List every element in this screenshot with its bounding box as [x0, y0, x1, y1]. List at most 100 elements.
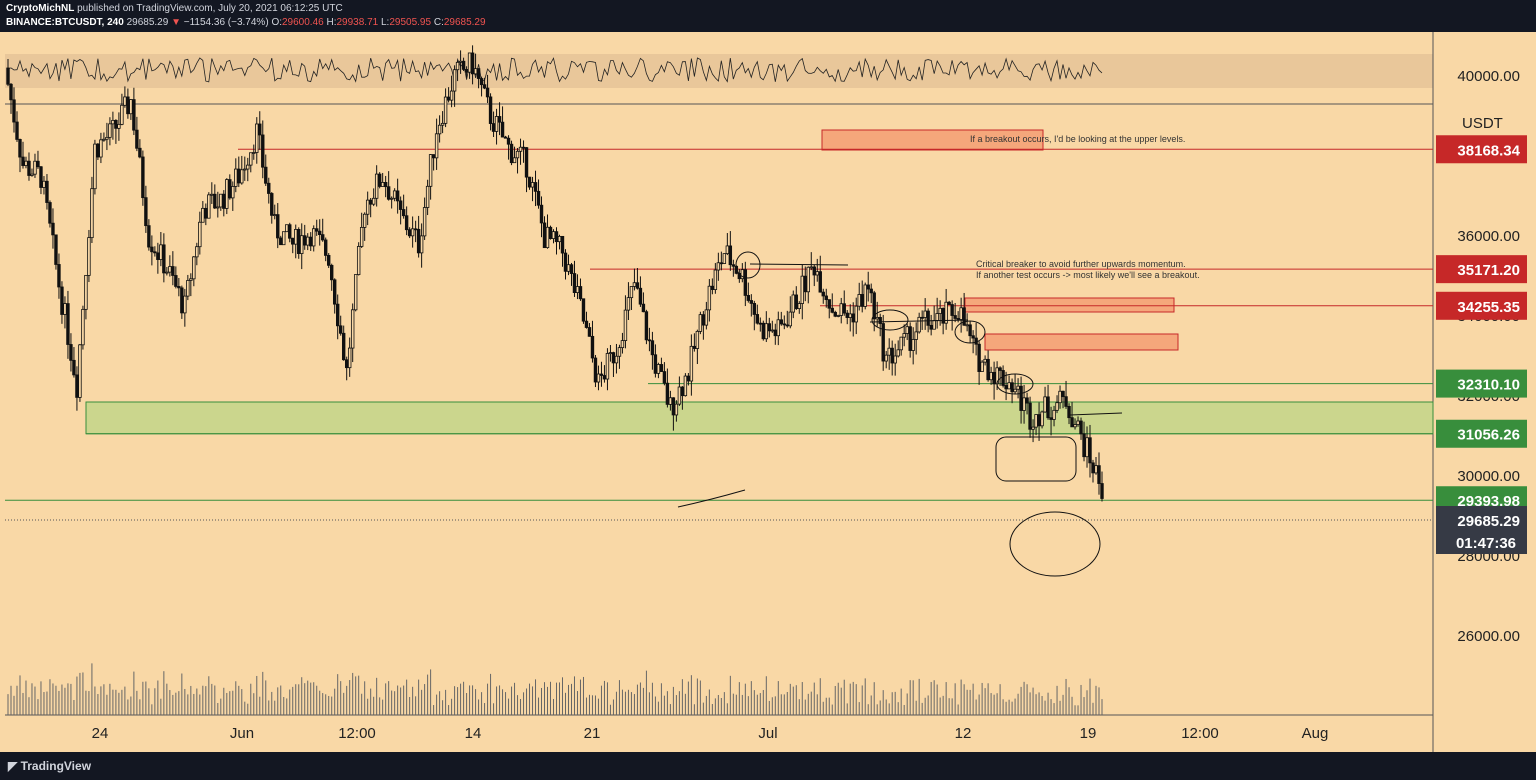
candle-body: [860, 294, 864, 307]
candle-body: [276, 214, 280, 239]
candle-body: [494, 116, 499, 132]
candle-body: [255, 123, 259, 153]
candle-body: [665, 382, 670, 405]
x-tick-label: 24: [92, 725, 109, 742]
candle-body: [401, 209, 406, 217]
candle-body: [273, 214, 277, 217]
candle-body: [1004, 385, 1008, 390]
currency-label: USDT: [1462, 115, 1503, 132]
candle-body: [189, 278, 193, 281]
candle-body: [680, 386, 685, 397]
candle-body: [93, 143, 97, 190]
candle-body: [908, 326, 912, 351]
candle-body: [818, 271, 822, 293]
candle-body: [416, 228, 421, 254]
candle-body: [551, 231, 556, 239]
candle-body: [944, 301, 948, 324]
candle-body: [914, 331, 918, 340]
candle-body: [365, 199, 370, 215]
candle-body: [470, 52, 475, 75]
candle-body: [1091, 462, 1095, 474]
candle-body: [54, 234, 58, 265]
candles-layer: [6, 45, 1104, 502]
candle-body: [231, 186, 235, 199]
candle-body: [491, 123, 496, 132]
candle-body: [563, 252, 568, 272]
candle-body: [171, 266, 175, 276]
candle-body: [111, 119, 115, 125]
annotation-text: If a breakout occurs, I'd be looking at …: [970, 134, 1185, 144]
candle-body: [1016, 385, 1020, 390]
candle-body: [333, 279, 337, 305]
candle-body: [875, 317, 879, 320]
candle-body: [264, 166, 268, 184]
candle-body: [186, 280, 190, 297]
candle-body: [213, 193, 217, 209]
candle-body: [692, 345, 697, 349]
candle-body: [341, 332, 346, 361]
candle-body: [779, 319, 783, 325]
candle-body: [330, 264, 334, 281]
candle-body: [476, 68, 481, 79]
candle-body: [863, 284, 867, 307]
candle-body: [749, 300, 754, 304]
candle-body: [467, 52, 472, 73]
candle-body: [890, 347, 894, 364]
candle-body: [291, 237, 295, 245]
candle-body: [1010, 382, 1014, 393]
level-price-tag: [1436, 369, 1527, 398]
candle-body: [773, 329, 778, 337]
candle-body: [770, 329, 775, 332]
candle-body: [374, 173, 379, 199]
candle-body: [335, 303, 340, 327]
annotation-text: If another test occurs -> most likely we…: [976, 270, 1200, 280]
circle-drawing-1: [735, 251, 761, 279]
candle-body: [108, 123, 112, 138]
candle-body: [458, 60, 463, 63]
candle-body: [959, 307, 963, 320]
candle-body: [887, 347, 891, 356]
candle-body: [833, 311, 837, 317]
candle-body: [617, 347, 622, 357]
candle-body: [626, 297, 631, 311]
candle-body: [159, 244, 163, 260]
candle-body: [350, 309, 355, 349]
symbol-label: BINANCE:BTCUSDT, 240: [6, 17, 124, 28]
candle-body: [1040, 411, 1044, 427]
candle-body: [629, 286, 634, 299]
x-tick-label: Jul: [758, 725, 777, 742]
candle-body: [30, 173, 34, 176]
candle-body: [413, 228, 418, 231]
candle-body: [731, 264, 736, 267]
candle-body: [201, 207, 205, 223]
candle-body: [126, 96, 130, 115]
candle-body: [383, 182, 388, 188]
candle-body: [632, 282, 637, 287]
candle-body: [183, 295, 187, 314]
candle-body: [1046, 396, 1050, 419]
candle-body: [635, 282, 640, 289]
candle-body: [548, 226, 553, 239]
candle-body: [527, 176, 532, 188]
tradingview-logo[interactable]: ◤ TradingView: [8, 759, 91, 773]
candle-body: [261, 134, 265, 168]
candle-body: [968, 324, 972, 337]
author-name[interactable]: CryptoMichNL: [6, 3, 75, 14]
price-chart[interactable]: If a breakout occurs, I'd be looking at …: [0, 32, 1536, 752]
candle-body: [989, 371, 993, 381]
candle-body: [165, 271, 169, 274]
candle-body: [368, 199, 373, 205]
candle-body: [584, 320, 589, 328]
candle-body: [45, 180, 49, 203]
candle-body: [138, 147, 142, 158]
candle-body: [524, 147, 529, 178]
candle-body: [162, 244, 166, 274]
circle-drawing-2: [871, 309, 909, 331]
candle-body: [123, 96, 127, 106]
candle-body: [791, 294, 795, 313]
candle-body: [57, 264, 61, 288]
time-axis[interactable]: 24 Jun 12:00 14 21 Jul 12 19 12:00 Aug: [92, 725, 1329, 742]
candle-body: [656, 364, 661, 374]
candle-body: [1019, 385, 1023, 411]
candle-body: [428, 154, 433, 187]
